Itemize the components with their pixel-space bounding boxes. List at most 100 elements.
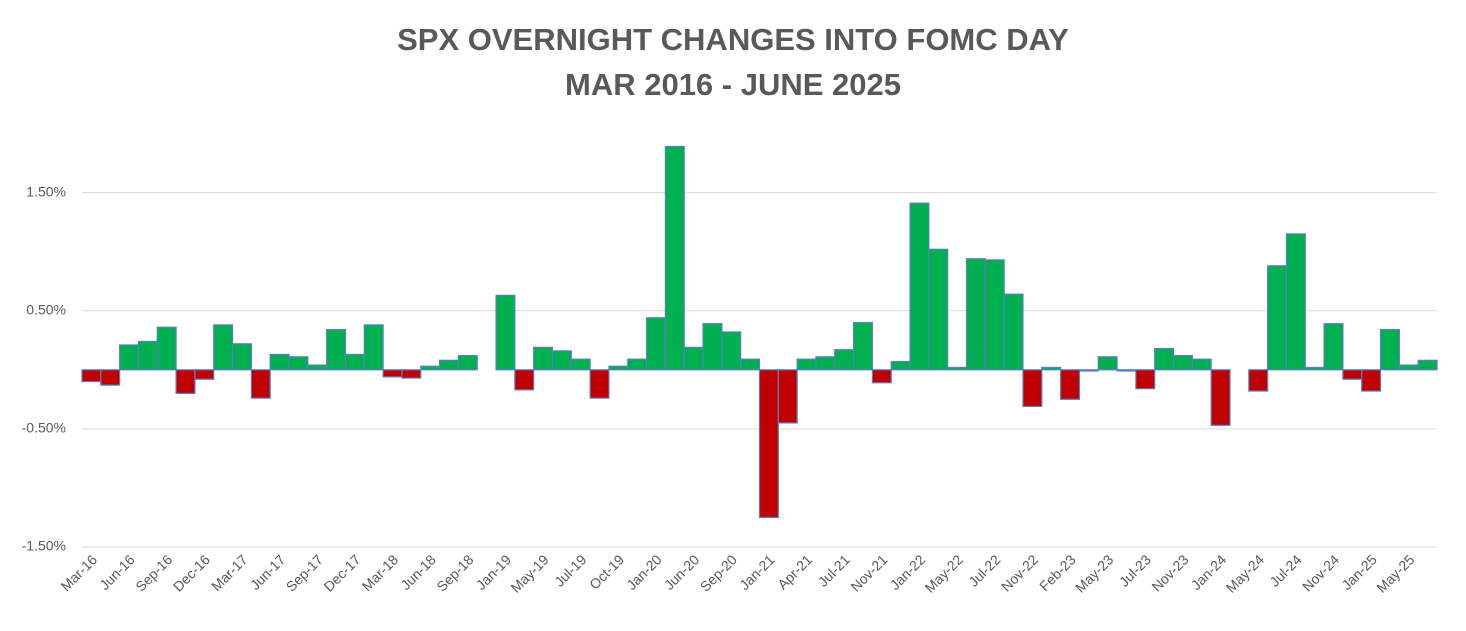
bar bbox=[1191, 358, 1212, 371]
x-tick-label: Jan-20 bbox=[623, 551, 665, 593]
bar bbox=[533, 346, 554, 371]
bar bbox=[721, 331, 742, 371]
bar bbox=[231, 343, 252, 371]
bar bbox=[608, 365, 629, 371]
x-tick-label: Mar-16 bbox=[57, 551, 100, 594]
bar bbox=[1285, 233, 1306, 371]
bar bbox=[1361, 369, 1382, 392]
x-tick-label: Mar-17 bbox=[208, 551, 251, 594]
bar bbox=[1267, 265, 1288, 371]
bar bbox=[194, 369, 215, 380]
x-tick-label: Oct-19 bbox=[586, 551, 627, 592]
bar bbox=[1248, 369, 1269, 392]
x-tick-label: Jan-25 bbox=[1338, 551, 1380, 593]
bar bbox=[156, 326, 177, 371]
bar bbox=[589, 369, 610, 399]
bar bbox=[269, 353, 290, 371]
x-tick-label: Nov-24 bbox=[1299, 551, 1342, 594]
x-tick-label: Sep-20 bbox=[697, 551, 740, 594]
y-tick-label: 0.50% bbox=[26, 301, 66, 317]
bar bbox=[119, 344, 140, 371]
bar bbox=[664, 145, 685, 371]
bar bbox=[1097, 356, 1118, 371]
bar bbox=[326, 329, 347, 371]
x-tick-label: Jul-19 bbox=[551, 551, 589, 589]
bar bbox=[852, 321, 874, 371]
bar bbox=[307, 364, 328, 371]
bar bbox=[420, 365, 441, 371]
y-tick-label: -1.50% bbox=[22, 538, 66, 554]
bar bbox=[100, 369, 121, 386]
bar bbox=[1135, 369, 1156, 390]
x-tick-label: Dec-17 bbox=[320, 551, 363, 594]
y-tick-label: 1.50% bbox=[26, 183, 66, 199]
x-tick-label: May-23 bbox=[1072, 551, 1116, 595]
bar bbox=[740, 358, 761, 371]
x-tick-label: Jan-19 bbox=[473, 551, 515, 593]
chart-title: SPX OVERNIGHT CHANGES INTO FOMC DAY bbox=[397, 22, 1069, 57]
bar bbox=[702, 323, 723, 371]
bar bbox=[81, 369, 102, 383]
x-tick-label: Nov-22 bbox=[998, 551, 1041, 594]
bar bbox=[1417, 359, 1438, 371]
bar bbox=[984, 259, 1005, 371]
bar bbox=[928, 248, 949, 371]
bar bbox=[1022, 369, 1043, 408]
bar bbox=[815, 356, 836, 371]
bar bbox=[401, 369, 422, 379]
bar bbox=[1116, 369, 1137, 372]
chart-subtitle: MAR 2016 - JUNE 2025 bbox=[565, 67, 901, 102]
bar bbox=[1398, 364, 1419, 371]
x-tick-label: Apr-21 bbox=[774, 551, 815, 592]
bar bbox=[871, 369, 892, 384]
x-tick-label: Mar-18 bbox=[359, 551, 402, 594]
bar bbox=[570, 358, 591, 371]
bar bbox=[834, 349, 855, 371]
x-tick-label: May-22 bbox=[922, 551, 966, 595]
bar bbox=[1154, 347, 1175, 371]
bar bbox=[495, 294, 516, 371]
bar bbox=[965, 258, 986, 371]
bar bbox=[250, 369, 271, 399]
bar bbox=[551, 350, 572, 371]
x-tick-label: May-25 bbox=[1373, 551, 1417, 595]
bar bbox=[514, 369, 535, 391]
bar bbox=[438, 359, 459, 371]
y-tick-label: -0.50% bbox=[22, 420, 66, 436]
bar bbox=[137, 340, 158, 371]
bar bbox=[175, 369, 196, 395]
bar bbox=[344, 353, 365, 371]
bar bbox=[627, 358, 648, 371]
bar bbox=[796, 358, 817, 371]
bar bbox=[909, 202, 930, 371]
x-tick-label: Jan-21 bbox=[736, 551, 778, 593]
bar bbox=[1003, 293, 1024, 371]
x-tick-label: Feb-23 bbox=[1036, 551, 1079, 594]
bar bbox=[890, 360, 911, 371]
x-tick-label: Jun-17 bbox=[247, 551, 289, 593]
bar bbox=[1041, 366, 1062, 371]
bar bbox=[363, 324, 384, 371]
bar bbox=[1379, 329, 1400, 371]
x-tick-label: Sep-17 bbox=[283, 551, 326, 594]
bar bbox=[1323, 323, 1344, 371]
x-tick-label: Nov-21 bbox=[847, 551, 890, 594]
bar bbox=[457, 355, 478, 371]
bar bbox=[213, 324, 234, 371]
bar bbox=[947, 366, 968, 371]
bar bbox=[288, 356, 309, 371]
bar bbox=[1078, 369, 1099, 372]
x-tick-label: Dec-16 bbox=[170, 551, 213, 594]
x-tick-label: Jan-24 bbox=[1188, 551, 1230, 593]
x-tick-label: Jun-20 bbox=[661, 551, 703, 593]
x-tick-label: May-19 bbox=[507, 551, 551, 595]
bar bbox=[1342, 369, 1363, 380]
x-tick-label: Jun-18 bbox=[397, 551, 439, 593]
bar bbox=[758, 369, 779, 519]
bar bbox=[645, 317, 667, 371]
bar bbox=[1210, 369, 1231, 426]
bar bbox=[382, 369, 403, 378]
x-tick-label: Jun-16 bbox=[96, 551, 138, 593]
x-tick-label: Sep-16 bbox=[132, 551, 175, 594]
